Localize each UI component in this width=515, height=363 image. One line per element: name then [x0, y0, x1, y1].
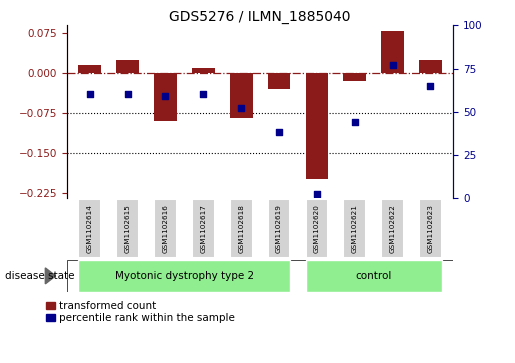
Bar: [305, 73, 328, 179]
Text: GSM1102615: GSM1102615: [125, 204, 130, 253]
Text: GSM1102621: GSM1102621: [352, 204, 358, 253]
Bar: [154, 73, 177, 121]
Bar: [419, 199, 442, 258]
Bar: [344, 199, 366, 258]
Bar: [305, 260, 442, 292]
Bar: [78, 65, 101, 73]
Point: [351, 119, 359, 125]
Text: GSM1102618: GSM1102618: [238, 204, 244, 253]
Bar: [381, 31, 404, 73]
Bar: [419, 60, 442, 73]
Bar: [344, 73, 366, 81]
Bar: [192, 199, 215, 258]
Text: Myotonic dystrophy type 2: Myotonic dystrophy type 2: [115, 271, 254, 281]
Title: GDS5276 / ILMN_1885040: GDS5276 / ILMN_1885040: [169, 11, 351, 24]
Bar: [230, 199, 252, 258]
Bar: [154, 199, 177, 258]
Text: GSM1102617: GSM1102617: [200, 204, 207, 253]
Bar: [230, 73, 252, 118]
Point: [199, 91, 208, 97]
Point: [161, 93, 169, 99]
Point: [313, 192, 321, 197]
Bar: [268, 73, 290, 89]
Text: control: control: [355, 271, 392, 281]
Polygon shape: [45, 268, 56, 284]
Point: [275, 129, 283, 135]
Point: [237, 105, 245, 111]
Point: [388, 62, 397, 68]
Text: GSM1102622: GSM1102622: [390, 204, 396, 253]
Point: [124, 91, 132, 97]
Text: GSM1102623: GSM1102623: [427, 204, 434, 253]
Bar: [192, 68, 215, 73]
Text: GSM1102616: GSM1102616: [162, 204, 168, 253]
Bar: [116, 199, 139, 258]
Legend: transformed count, percentile rank within the sample: transformed count, percentile rank withi…: [46, 301, 235, 323]
Text: disease state: disease state: [5, 271, 75, 281]
Bar: [78, 260, 290, 292]
Text: GSM1102620: GSM1102620: [314, 204, 320, 253]
Bar: [78, 199, 101, 258]
Point: [426, 83, 435, 89]
Bar: [116, 60, 139, 73]
Text: GSM1102614: GSM1102614: [87, 204, 93, 253]
Bar: [381, 199, 404, 258]
Bar: [268, 199, 290, 258]
Bar: [305, 199, 328, 258]
Text: GSM1102619: GSM1102619: [276, 204, 282, 253]
Point: [85, 91, 94, 97]
